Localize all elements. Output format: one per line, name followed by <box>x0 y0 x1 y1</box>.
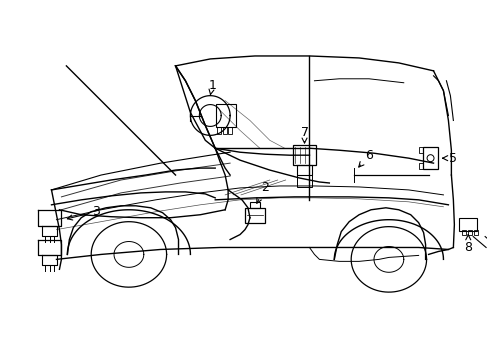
Bar <box>418 163 422 169</box>
Text: 5: 5 <box>442 152 456 165</box>
Text: 7: 7 <box>300 126 308 143</box>
Bar <box>249 202 259 208</box>
Bar <box>223 127 226 134</box>
Bar <box>461 230 466 235</box>
Text: 6: 6 <box>358 149 372 167</box>
Text: 2: 2 <box>256 181 268 203</box>
Bar <box>458 218 476 231</box>
Bar <box>217 127 221 134</box>
Text: 9: 9 <box>0 359 1 360</box>
Bar <box>468 230 471 235</box>
Bar <box>296 165 312 175</box>
Bar <box>228 127 232 134</box>
Bar <box>473 230 477 235</box>
Bar <box>216 104 236 127</box>
Bar <box>418 147 422 153</box>
Bar <box>244 208 264 223</box>
Bar <box>296 175 312 187</box>
Text: 3: 3 <box>67 205 100 220</box>
Bar <box>422 147 438 169</box>
Text: 1: 1 <box>208 79 216 95</box>
Text: 8: 8 <box>463 235 471 254</box>
Bar <box>292 145 316 165</box>
Text: 4: 4 <box>0 359 1 360</box>
